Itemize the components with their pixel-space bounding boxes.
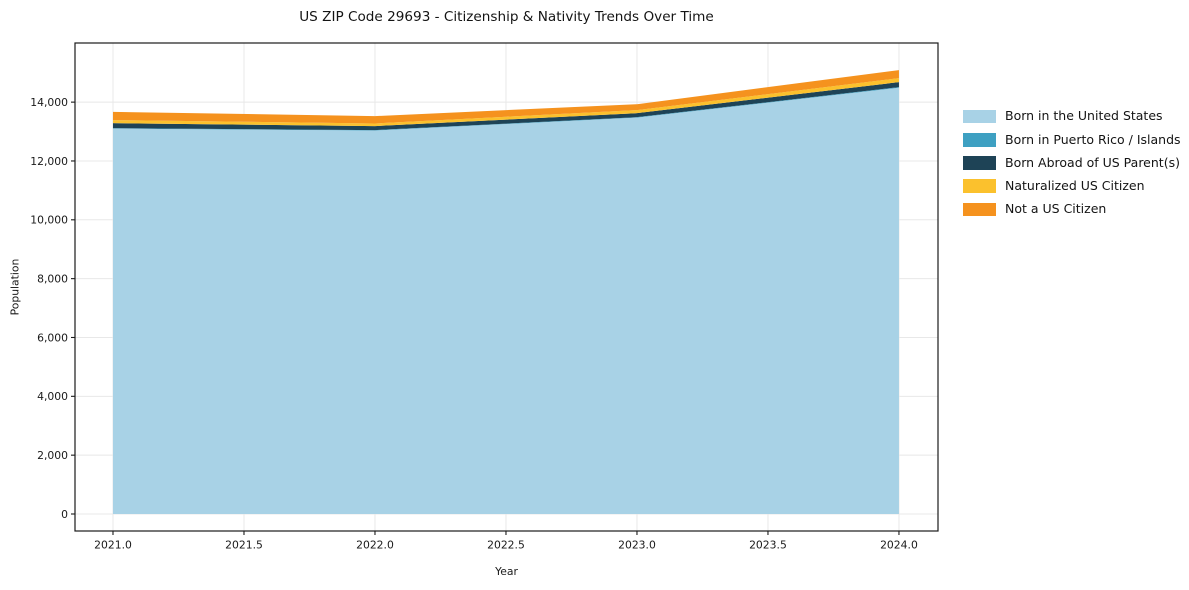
x-axis-label: Year — [495, 565, 518, 578]
y-tick-label: 6,000 — [37, 331, 68, 344]
x-tick-label: 2024.0 — [880, 539, 918, 552]
chart-title: US ZIP Code 29693 - Citizenship & Nativi… — [299, 9, 714, 25]
y-tick-label: 14,000 — [30, 96, 68, 109]
x-tick-label: 2022.0 — [356, 539, 394, 552]
legend-label: Born in Puerto Rico / Islands — [1005, 131, 1181, 147]
legend-item: Not a US Citizen — [963, 198, 1181, 221]
legend-item: Born in Puerto Rico / Islands — [963, 128, 1181, 151]
y-axis-label: Population — [8, 258, 22, 316]
area-series — [112, 70, 899, 124]
y-tick-label: 10,000 — [30, 214, 68, 227]
legend-swatch — [963, 109, 996, 124]
x-tick-label: 2022.5 — [487, 539, 525, 552]
legend-swatch — [963, 156, 996, 170]
x-tick-label: 2021.0 — [94, 539, 132, 552]
legend-swatch — [963, 179, 996, 193]
legend: Born in the United States Born in Puerto … — [963, 105, 1181, 221]
legend-swatch — [963, 202, 996, 217]
y-tick-label: 2,000 — [37, 449, 68, 462]
legend-item: Born in the United States — [963, 105, 1181, 128]
y-tick-label: 8,000 — [37, 272, 68, 285]
legend-label: Born in the United States — [1005, 108, 1163, 124]
y-tick-label: 12,000 — [30, 155, 68, 168]
x-tick-label: 2023.0 — [618, 539, 656, 552]
area-series — [112, 87, 899, 514]
x-tick-label: 2021.5 — [225, 539, 263, 552]
area-series — [112, 82, 899, 131]
legend-label: Naturalized US Citizen — [1005, 177, 1145, 193]
y-tick-label: 0 — [61, 508, 68, 521]
legend-item: Born Abroad of US Parent(s) — [963, 151, 1181, 174]
legend-swatch — [963, 133, 996, 147]
y-tick-label: 4,000 — [37, 390, 68, 403]
area-series — [112, 78, 899, 127]
legend-item: Naturalized US Citizen — [963, 175, 1181, 198]
legend-label: Born Abroad of US Parent(s) — [1005, 154, 1180, 170]
x-tick-label: 2023.5 — [749, 539, 787, 552]
legend-label: Not a US Citizen — [1005, 201, 1107, 217]
